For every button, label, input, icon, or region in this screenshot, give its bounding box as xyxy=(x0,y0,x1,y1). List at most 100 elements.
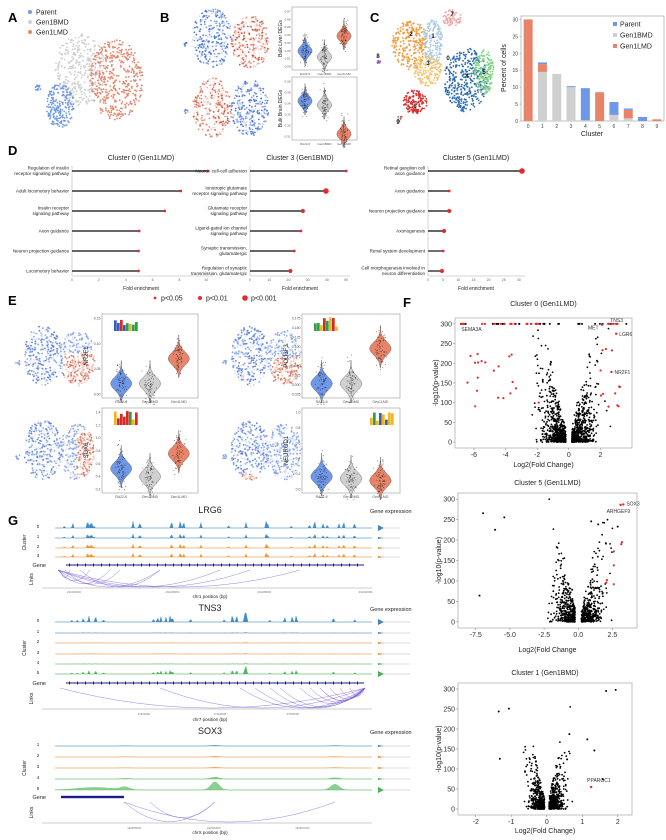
umap-point xyxy=(255,18,257,20)
umap-point xyxy=(89,69,91,71)
umap-point xyxy=(437,35,440,38)
umap-point xyxy=(67,120,69,122)
umap-point xyxy=(420,46,423,49)
umap-point xyxy=(53,112,55,115)
umap-point xyxy=(114,100,116,103)
umap-point xyxy=(202,123,205,126)
umap-point xyxy=(227,22,230,25)
term-label: Retinal ganglion cell axon guidance xyxy=(384,166,426,177)
umap-point xyxy=(88,89,91,91)
umap-point xyxy=(93,48,96,51)
violin-point xyxy=(341,35,343,37)
violin-point xyxy=(324,98,326,100)
umap-point xyxy=(84,45,87,48)
violin-point xyxy=(323,42,325,44)
umap-point xyxy=(121,55,124,58)
umap-point xyxy=(260,58,263,60)
umap-point xyxy=(41,334,44,337)
umap-point xyxy=(262,60,265,62)
umap-point xyxy=(67,67,70,70)
umap-point xyxy=(455,19,458,21)
violin-point xyxy=(303,96,305,97)
umap-point xyxy=(85,335,88,338)
umap-point xyxy=(68,348,71,351)
violin-point xyxy=(324,115,326,117)
umap-point xyxy=(106,80,109,82)
umap-point xyxy=(99,99,102,101)
umap-point xyxy=(60,365,63,368)
umap-point xyxy=(196,113,199,116)
umap-point xyxy=(238,46,241,49)
umap-point xyxy=(67,93,69,96)
umap-point xyxy=(208,78,210,81)
umap-point xyxy=(195,25,198,28)
umap-point xyxy=(59,121,62,123)
violin-point xyxy=(343,42,345,44)
umap-point xyxy=(82,376,84,379)
violin-point xyxy=(304,48,306,50)
violin-point xyxy=(344,26,346,28)
x-tick-label: 0 xyxy=(249,278,251,282)
umap-point xyxy=(56,342,59,345)
umap-point xyxy=(259,89,262,92)
umap-point xyxy=(131,60,134,63)
umap-point xyxy=(449,23,452,26)
umap-point xyxy=(246,46,249,49)
umap-point xyxy=(124,106,127,109)
umap-point xyxy=(100,60,102,63)
umap-point xyxy=(451,96,454,99)
umap-point xyxy=(491,64,494,67)
umap-point xyxy=(421,59,424,62)
umap-point xyxy=(24,351,27,353)
umap-point xyxy=(251,124,254,126)
umap-point xyxy=(37,376,39,379)
violin-point xyxy=(345,39,347,41)
umap-point xyxy=(206,100,208,103)
umap-point xyxy=(202,61,205,64)
umap-point xyxy=(57,69,59,71)
umap-point xyxy=(208,117,211,120)
umap-point xyxy=(79,61,81,64)
term-label-line: Regulation of synaptic xyxy=(202,266,248,271)
umap-point xyxy=(235,53,238,56)
umap-point xyxy=(242,343,245,345)
umap-point xyxy=(438,37,441,40)
umap-point xyxy=(242,378,245,381)
umap-point xyxy=(252,60,255,63)
umap-point xyxy=(122,53,125,56)
umap-point xyxy=(256,336,259,339)
violin-point xyxy=(305,47,307,49)
umap-point xyxy=(246,329,249,332)
umap-point xyxy=(32,365,34,367)
umap-point xyxy=(460,52,463,55)
umap-point xyxy=(29,348,32,351)
umap-point xyxy=(427,84,430,87)
umap-point xyxy=(195,106,198,108)
umap-point xyxy=(402,28,404,31)
umap-point xyxy=(72,107,74,110)
umap-point xyxy=(46,105,48,108)
umap-point xyxy=(65,94,68,96)
umap-point xyxy=(252,384,255,387)
umap-point xyxy=(195,37,198,40)
umap-point xyxy=(258,87,261,90)
umap-point xyxy=(491,70,494,73)
umap-point xyxy=(56,109,58,112)
umap-point xyxy=(426,23,429,25)
umap-point xyxy=(78,48,81,51)
umap-point xyxy=(429,50,431,53)
umap-point xyxy=(59,367,62,370)
umap-point xyxy=(264,49,267,52)
umap-point xyxy=(49,106,52,109)
bar-segment-parent xyxy=(566,86,576,88)
umap-point xyxy=(52,355,55,358)
umap-point xyxy=(194,118,196,121)
umap-point xyxy=(429,67,432,70)
umap-point xyxy=(453,97,456,99)
umap-point xyxy=(42,346,44,349)
umap-point xyxy=(482,95,485,98)
umap-point xyxy=(136,82,138,85)
umap-point xyxy=(112,86,115,89)
umap-point xyxy=(103,66,105,69)
umap-point xyxy=(74,368,76,371)
